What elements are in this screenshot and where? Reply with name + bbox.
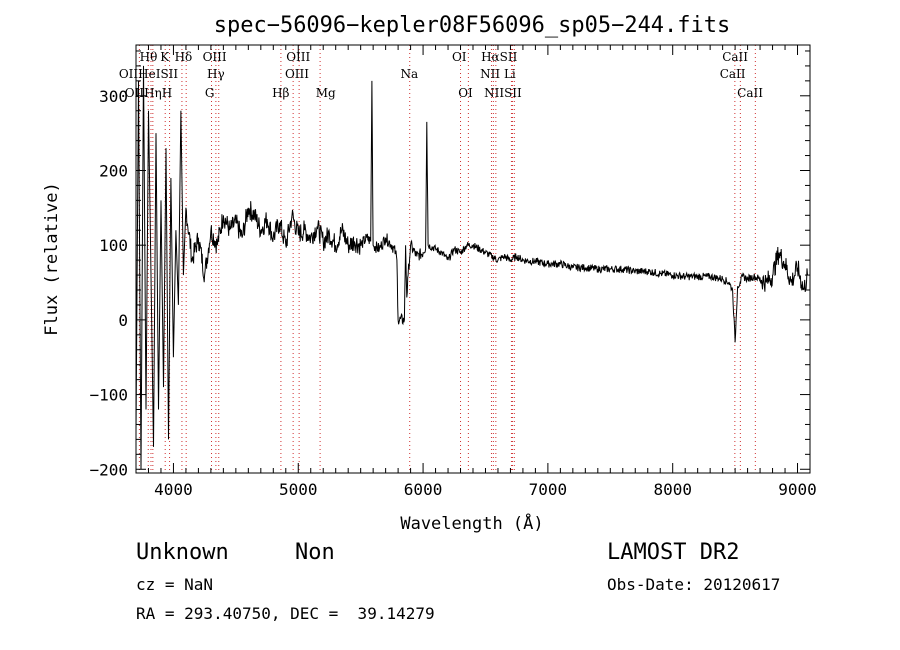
x-tick-label: 6000	[404, 480, 443, 499]
x-tick-label: 8000	[653, 480, 692, 499]
survey-label: LAMOST DR2	[607, 540, 740, 565]
line-label-0-6: HαSII	[481, 50, 518, 64]
line-label-2-6: CaII	[737, 86, 763, 100]
x-axis: 4000 5000 6000 7000 8000 9000	[135, 45, 817, 499]
y-tick-label: 300	[99, 87, 128, 106]
spectrum-series	[135, 65, 808, 470]
line-label-1-5: CaII	[720, 67, 746, 81]
line-label-0-3: OIII	[203, 50, 227, 64]
line-label-1-1: Hγ	[207, 67, 225, 81]
y-tick-label: −100	[89, 386, 128, 405]
chart-title: spec−56096−kepler08F56096_sp05−244.fits	[214, 13, 731, 38]
line-label-0-2: Hδ	[175, 50, 193, 64]
x-tick-label: 7000	[529, 480, 568, 499]
line-label-0-4: OIII	[286, 50, 310, 64]
line-label-2-4: OI	[458, 86, 473, 100]
line-label-2-2: Hβ	[272, 86, 289, 100]
class-label: Unknown	[136, 540, 229, 565]
spectral-line-labels: Hθ K Hδ OIII OIII OI HαSII CaII OIIHeISII Hγ OIII N…	[119, 50, 763, 100]
y-axis-label: Flux (relative)	[42, 182, 62, 336]
subclass-label: Non	[295, 540, 335, 565]
x-tick-label: 5000	[279, 480, 318, 499]
line-label-2-3: Mg	[316, 86, 336, 100]
line-label-1-2: OIII	[285, 67, 309, 81]
line-label-0-0: Hθ	[140, 50, 158, 64]
line-label-0-1: K	[160, 50, 170, 64]
y-tick-label: 200	[99, 161, 128, 180]
line-label-2-0: OIIHηH	[125, 86, 172, 100]
y-axis: −200 −100 0 100 200 300	[89, 50, 810, 479]
obs-date-label: Obs-Date: 20120617	[607, 575, 781, 594]
line-label-1-4: NII Li	[480, 67, 516, 81]
line-label-0-5: OI	[452, 50, 467, 64]
line-label-2-5: NIISII	[484, 86, 522, 100]
line-label-0-7: CaII	[722, 50, 748, 64]
redshift-label: cz = NaN	[136, 575, 214, 594]
coordinates-label: RA = 293.40750, DEC = 39.14279	[136, 604, 435, 623]
y-tick-label: −200	[89, 460, 128, 479]
x-axis-label: Wavelength (Å)	[400, 512, 543, 534]
x-tick-label: 9000	[778, 480, 817, 499]
line-label-2-1: G	[205, 86, 215, 100]
spectrum-line	[135, 65, 808, 470]
line-label-1-0: OIIHeISII	[119, 67, 179, 81]
x-tick-label: 4000	[154, 480, 193, 499]
y-tick-label: 0	[118, 311, 128, 330]
line-label-1-3: Na	[401, 67, 419, 81]
y-tick-label: 100	[99, 236, 128, 255]
plot-frame	[135, 44, 811, 474]
